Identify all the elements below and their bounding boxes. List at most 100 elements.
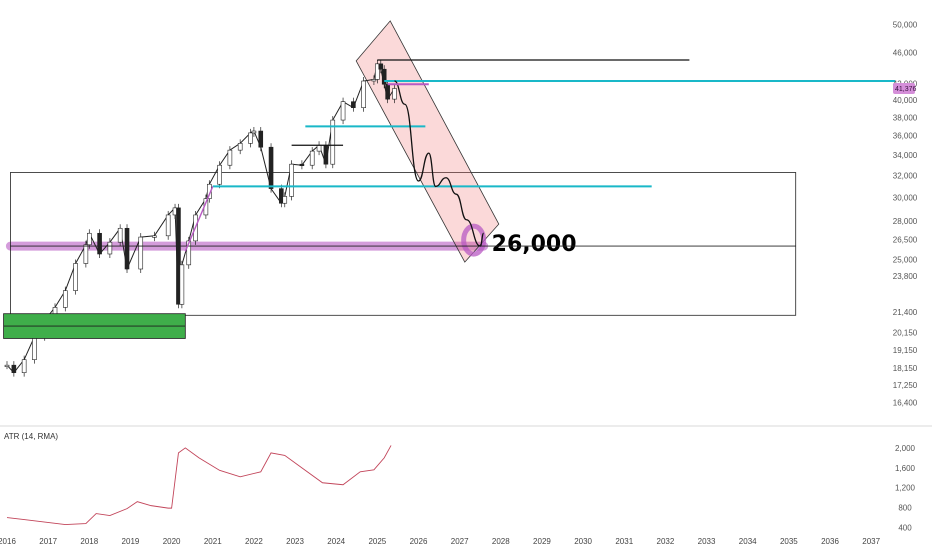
- price-candle: [165, 214, 171, 237]
- y-tick-label: 17,250: [893, 381, 918, 390]
- trend-line: [184, 186, 214, 252]
- x-tick-label: 2037: [862, 537, 880, 546]
- last-price-label: 41,376: [895, 86, 917, 93]
- x-tick-label: 2019: [122, 537, 140, 546]
- price-candle: [375, 63, 380, 80]
- atr-series: [6, 445, 392, 525]
- y-tick-label: 30,000: [893, 194, 918, 203]
- price-candle: [323, 144, 329, 165]
- atr-y-tick-label: 400: [898, 524, 912, 533]
- price-candle: [392, 88, 397, 100]
- y-tick-label: 16,400: [893, 398, 918, 407]
- atr-y-tick-label: 800: [898, 504, 912, 513]
- x-tick-label: 2036: [821, 537, 839, 546]
- price-candle: [385, 83, 390, 100]
- projection-path: [394, 80, 485, 247]
- price-candle: [381, 68, 387, 85]
- x-tick-label: 2028: [492, 537, 510, 546]
- y-tick-label: 19,150: [893, 346, 918, 355]
- atr-y-tick-label: 2,000: [895, 444, 916, 453]
- price-candle: [371, 79, 377, 82]
- atr-title: ATR (14, RMA): [4, 432, 58, 441]
- x-tick-label: 2020: [163, 537, 181, 546]
- x-tick-label: 2021: [204, 537, 222, 546]
- y-tick-label: 32,000: [893, 172, 918, 181]
- price-candle: [378, 63, 384, 70]
- x-tick-label: 2026: [410, 537, 428, 546]
- price-candle: [289, 163, 294, 197]
- target-annotation: 26,000: [492, 232, 577, 257]
- x-tick-label: 2025: [368, 537, 386, 546]
- y-tick-label: 23,800: [893, 272, 918, 281]
- price-candle: [138, 236, 144, 270]
- y-axis: 50,00046,00042,00040,00038,00036,00034,0…: [893, 20, 918, 407]
- atr-y-tick-label: 1,200: [895, 484, 916, 493]
- y-tick-label: 20,150: [893, 329, 918, 338]
- atr-y-axis: 2,000 1,600 1,200 800 400: [895, 444, 916, 533]
- price-candle: [258, 130, 264, 148]
- price-candle: [237, 143, 243, 151]
- price-candle: [4, 364, 10, 367]
- x-tick-label: 2016: [0, 537, 16, 546]
- y-tick-label: 36,000: [893, 132, 918, 141]
- price-candle: [124, 227, 130, 270]
- price-candle: [62, 290, 68, 308]
- atr-y-tick-label: 1,600: [895, 464, 916, 473]
- target-circle: [461, 223, 487, 257]
- price-candle: [21, 359, 27, 373]
- price-candle: [351, 101, 356, 108]
- price-candle: [97, 232, 102, 255]
- atr-line: [6, 445, 392, 525]
- y-tick-label: 50,000: [893, 20, 918, 29]
- price-candle: [87, 232, 92, 246]
- price-candle: [107, 241, 113, 255]
- price-candle: [268, 146, 274, 189]
- price-candle: [282, 196, 288, 204]
- price-candle: [11, 364, 17, 373]
- atr-panel: ATR (14, RMA): [4, 432, 392, 525]
- price-candle: [279, 188, 284, 204]
- x-tick-label: 2024: [327, 537, 345, 546]
- price-candle: [83, 244, 89, 264]
- price-candle: [117, 227, 123, 243]
- x-tick-label: 2022: [245, 537, 263, 546]
- x-tick-label: 2031: [615, 537, 633, 546]
- price-candle: [330, 119, 336, 165]
- price-candle: [179, 264, 185, 305]
- price-candle: [340, 101, 346, 121]
- y-tick-label: 26,500: [893, 236, 918, 245]
- price-candle: [227, 149, 233, 166]
- price-candle: [176, 207, 181, 305]
- range-box: [10, 172, 797, 316]
- y-tick-label: 46,000: [893, 49, 918, 58]
- price-candle: [316, 144, 322, 152]
- y-tick-label: 34,000: [893, 151, 918, 160]
- x-tick-label: 2023: [286, 537, 304, 546]
- last-price-tag: 41,376: [893, 83, 917, 95]
- x-tick-label: 2033: [698, 537, 716, 546]
- x-axis: 2016 2017 2018 2019 2020 2021 2022 2023 2024 2025…: [0, 537, 881, 546]
- x-tick-label: 2030: [574, 537, 592, 546]
- x-tick-label: 2035: [780, 537, 798, 546]
- x-tick-label: 2027: [451, 537, 469, 546]
- price-candle: [299, 163, 305, 166]
- price-candle: [248, 132, 253, 144]
- x-tick-label: 2017: [39, 537, 57, 546]
- x-tick-label: 2034: [739, 537, 757, 546]
- y-tick-label: 18,150: [893, 364, 918, 373]
- price-candle: [309, 150, 315, 166]
- x-tick-label: 2029: [533, 537, 551, 546]
- price-candle: [186, 240, 192, 266]
- price-candle: [73, 263, 78, 291]
- x-tick-label: 2032: [657, 537, 675, 546]
- y-tick-label: 38,000: [893, 113, 918, 122]
- x-tick-label: 2018: [80, 537, 98, 546]
- price-candle: [361, 80, 366, 108]
- y-tick-label: 40,000: [893, 96, 918, 105]
- y-tick-label: 28,000: [893, 217, 918, 226]
- y-tick-label: 25,000: [893, 255, 918, 264]
- price-candle: [152, 235, 157, 238]
- last-price-tag-bg: [893, 83, 915, 95]
